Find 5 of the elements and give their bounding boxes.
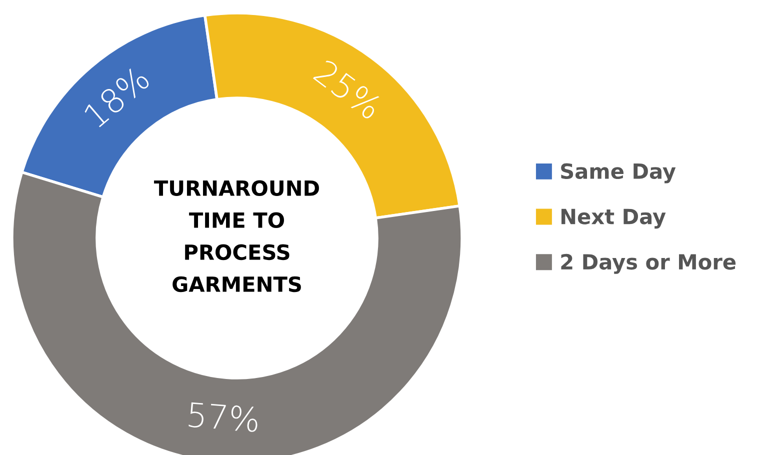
legend-label: Next Day (561, 208, 666, 229)
legend-label: 2 Days or More (561, 254, 736, 274)
text: TURNAROUND TIME TO PROCESS GARMENTS (154, 180, 319, 292)
legend-label: Same Day (561, 163, 676, 184)
data-label: 57% (188, 402, 259, 432)
